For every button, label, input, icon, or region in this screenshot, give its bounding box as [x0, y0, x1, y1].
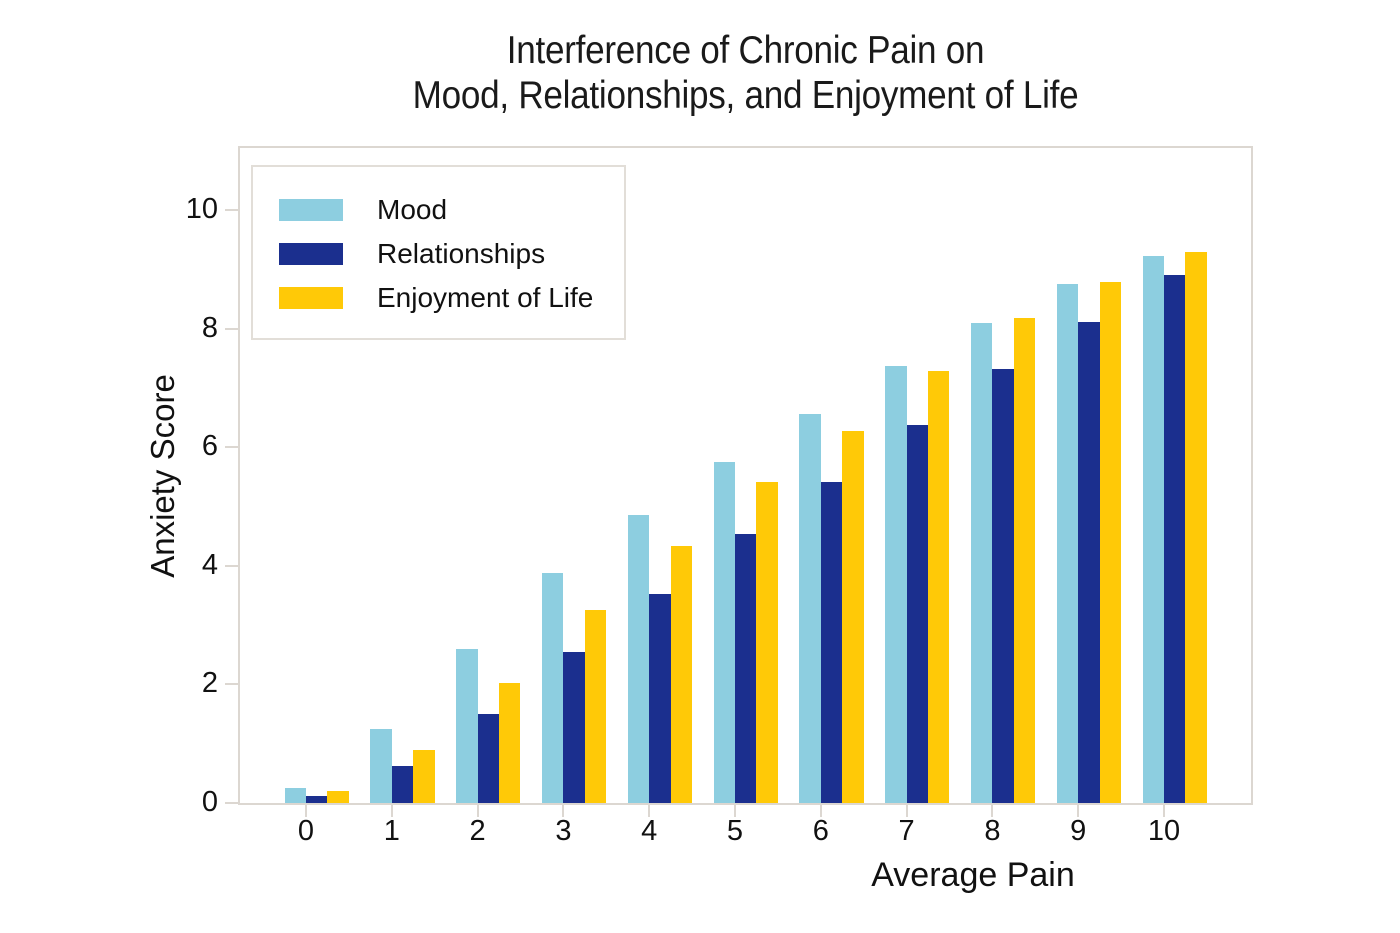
y-tick-mark-8 — [225, 327, 238, 330]
bar-enjoyment-of-life-8 — [1013, 318, 1036, 803]
bar-mood-0 — [284, 788, 306, 803]
x-axis-label: Average Pain — [871, 856, 1075, 894]
y-tick-label-2: 2 — [201, 667, 218, 700]
x-tick-mark-5 — [734, 805, 736, 817]
bar-enjoyment-of-life-7 — [928, 371, 950, 803]
legend-item-enjoyment: Enjoyment of Life — [253, 276, 624, 320]
plot-area: Mood Relationships Enjoyment of Life 0 2 4… — [186, 146, 1253, 846]
bar-enjoyment-of-life-6 — [842, 430, 864, 803]
bar-mood-1 — [370, 728, 392, 803]
y-tick-mark-6 — [225, 446, 238, 449]
y-tick-mark-4 — [225, 564, 238, 567]
bar-mood-4 — [627, 514, 650, 803]
bar-relationships-2 — [477, 713, 499, 803]
bar-relationships-7 — [906, 424, 928, 803]
x-tick-label-6: 6 — [812, 815, 829, 847]
x-tick-mark-7 — [905, 805, 908, 817]
x-tick-mark-1 — [390, 805, 393, 817]
bar-mood-7 — [885, 366, 907, 803]
legend-item-mood: Mood — [253, 188, 624, 232]
bar-mood-3 — [542, 573, 564, 803]
legend-swatch-enjoyment — [279, 286, 343, 309]
legend-swatch-mood — [279, 198, 343, 221]
bar-relationships-3 — [563, 651, 585, 803]
bar-relationships-6 — [820, 482, 843, 803]
x-tick-mark-2 — [476, 805, 479, 817]
legend-label-enjoyment: Enjoyment of Life — [377, 281, 594, 313]
bar-enjoyment-of-life-2 — [499, 683, 521, 803]
x-tick-label-1: 1 — [383, 815, 400, 847]
bar-relationships-8 — [992, 369, 1014, 803]
bar-relationships-0 — [306, 795, 328, 803]
x-tick-label-3: 3 — [555, 815, 572, 847]
x-tick-label-4: 4 — [641, 815, 658, 847]
bar-mood-2 — [456, 648, 478, 803]
chart-title: Interference of Chronic Pain on Mood, Re… — [289, 28, 1203, 118]
bar-enjoyment-of-life-3 — [584, 609, 607, 803]
bar-mood-9 — [1056, 284, 1079, 803]
y-tick-mark-0 — [225, 802, 238, 804]
x-tick-mark-6 — [819, 805, 822, 817]
bar-relationships-5 — [735, 533, 757, 803]
bar-mood-8 — [971, 322, 993, 803]
x-tick-mark-3 — [562, 805, 565, 817]
x-tick-mark-0 — [305, 805, 307, 817]
bar-enjoyment-of-life-1 — [413, 749, 435, 803]
bar-mood-10 — [1142, 256, 1164, 803]
bar-relationships-4 — [649, 594, 671, 803]
x-tick-mark-4 — [648, 805, 651, 817]
bar-mood-6 — [799, 414, 821, 803]
y-tick-label-6: 6 — [201, 430, 218, 463]
y-tick-label-8: 8 — [201, 311, 218, 344]
legend-item-relationships: Relationships — [253, 232, 624, 276]
x-tick-label-5: 5 — [726, 815, 744, 847]
bar-enjoyment-of-life-5 — [756, 481, 778, 803]
legend-label-mood: Mood — [377, 193, 448, 225]
y-tick-label-4: 4 — [201, 548, 218, 581]
x-tick-mark-10 — [1163, 805, 1165, 817]
bar-relationships-10 — [1164, 275, 1186, 803]
chart-title-line1: Interference of Chronic Pain on — [506, 29, 985, 72]
bar-relationships-9 — [1078, 322, 1100, 803]
x-tick-label-9: 9 — [1070, 815, 1087, 847]
y-tick-label-0: 0 — [201, 786, 218, 818]
y-tick-label-10: 10 — [185, 193, 218, 226]
x-tick-label-0: 0 — [297, 815, 315, 847]
y-tick-mark-2 — [225, 683, 238, 686]
legend-swatch-relationships — [279, 242, 343, 265]
legend-label-relationships: Relationships — [377, 237, 546, 269]
bar-mood-5 — [713, 462, 735, 803]
chart-title-line2: Mood, Relationships, and Enjoyment of Li… — [412, 74, 1079, 117]
bar-enjoyment-of-life-0 — [327, 791, 349, 803]
bar-enjoyment-of-life-4 — [670, 546, 692, 803]
x-tick-label-7: 7 — [898, 815, 915, 847]
y-tick-mark-10 — [225, 209, 238, 212]
legend: Mood Relationships Enjoyment of Life — [251, 165, 626, 340]
x-tick-mark-9 — [1077, 805, 1080, 817]
bar-enjoyment-of-life-9 — [1099, 281, 1121, 803]
y-axis-label: Anxiety Score — [144, 374, 181, 578]
x-tick-label-2: 2 — [469, 815, 486, 847]
x-tick-mark-8 — [991, 805, 994, 817]
bar-relationships-1 — [391, 766, 414, 803]
x-tick-label-10: 10 — [1147, 815, 1181, 847]
bar-enjoyment-of-life-10 — [1185, 252, 1207, 803]
x-tick-label-8: 8 — [984, 815, 1001, 847]
